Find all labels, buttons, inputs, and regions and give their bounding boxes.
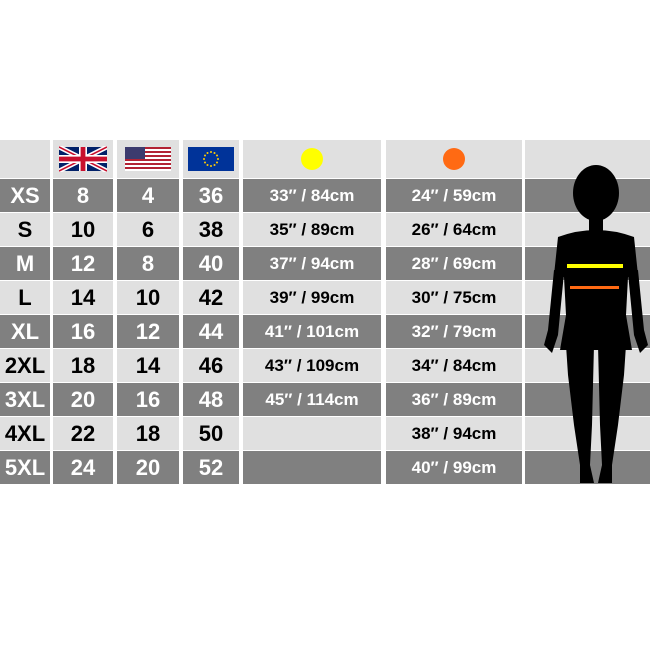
eu-size: 42 (183, 281, 239, 314)
bust-measurement: 45″ / 114cm (243, 383, 381, 416)
header-row (0, 140, 650, 178)
us-flag-icon (117, 140, 179, 178)
size-label: 4XL (0, 417, 50, 450)
waist-measurement: 38″ / 94cm (386, 417, 522, 450)
size-label: S (0, 213, 50, 246)
waist-measurement: 26″ / 64cm (386, 213, 522, 246)
uk-size: 24 (53, 451, 113, 484)
size-label: 5XL (0, 451, 50, 484)
bust-dot-icon (301, 148, 323, 170)
table-row: M 12 8 40 37″ / 94cm 28″ / 69cm (0, 247, 650, 280)
eu-flag-icon (183, 140, 239, 178)
us-size: 18 (117, 417, 179, 450)
waist-measurement: 30″ / 75cm (386, 281, 522, 314)
us-size: 10 (117, 281, 179, 314)
us-size: 8 (117, 247, 179, 280)
table-row: XS 8 4 36 33″ / 84cm 24″ / 59cm (0, 179, 650, 212)
uk-size: 16 (53, 315, 113, 348)
size-label: L (0, 281, 50, 314)
size-label: XL (0, 315, 50, 348)
bust-measurement: 37″ / 94cm (243, 247, 381, 280)
bust-measurement: 35″ / 89cm (243, 213, 381, 246)
uk-size: 10 (53, 213, 113, 246)
bust-measurement: 39″ / 99cm (243, 281, 381, 314)
waist-column-header (386, 140, 522, 178)
size-label: XS (0, 179, 50, 212)
eu-size: 48 (183, 383, 239, 416)
eu-size: 44 (183, 315, 239, 348)
bust-column-header (243, 140, 381, 178)
table-row: S 10 6 38 35″ / 89cm 26″ / 64cm (0, 213, 650, 246)
bust-measurement (243, 451, 381, 484)
uk-size: 22 (53, 417, 113, 450)
waist-measurement: 36″ / 89cm (386, 383, 522, 416)
us-size: 4 (117, 179, 179, 212)
waist-line (570, 286, 619, 289)
bust-measurement: 33″ / 84cm (243, 179, 381, 212)
eu-size: 38 (183, 213, 239, 246)
table-row: 3XL 20 16 48 45″ / 114cm 36″ / 89cm (0, 383, 650, 416)
waist-measurement: 40″ / 99cm (386, 451, 522, 484)
us-size: 20 (117, 451, 179, 484)
eu-size: 52 (183, 451, 239, 484)
header-blank (0, 140, 50, 178)
uk-size: 14 (53, 281, 113, 314)
bust-measurement: 43″ / 109cm (243, 349, 381, 382)
size-label: 3XL (0, 383, 50, 416)
us-size: 12 (117, 315, 179, 348)
female-silhouette-icon (544, 165, 648, 483)
table-row: 2XL 18 14 46 43″ / 109cm 34″ / 84cm (0, 349, 650, 382)
table-row: XL 16 12 44 41″ / 101cm 32″ / 79cm (0, 315, 650, 348)
eu-size: 36 (183, 179, 239, 212)
waist-measurement: 32″ / 79cm (386, 315, 522, 348)
waist-measurement: 24″ / 59cm (386, 179, 522, 212)
eu-size: 46 (183, 349, 239, 382)
uk-size: 20 (53, 383, 113, 416)
uk-size: 8 (53, 179, 113, 212)
uk-size: 12 (53, 247, 113, 280)
uk-size: 18 (53, 349, 113, 382)
us-size: 14 (117, 349, 179, 382)
bust-measurement: 41″ / 101cm (243, 315, 381, 348)
waist-measurement: 28″ / 69cm (386, 247, 522, 280)
us-size: 6 (117, 213, 179, 246)
us-size: 16 (117, 383, 179, 416)
size-label: M (0, 247, 50, 280)
eu-size: 50 (183, 417, 239, 450)
waist-dot-icon (443, 148, 465, 170)
bust-line (567, 264, 623, 268)
eu-size: 40 (183, 247, 239, 280)
size-label: 2XL (0, 349, 50, 382)
bust-measurement (243, 417, 381, 450)
uk-flag-icon (53, 140, 113, 178)
waist-measurement: 34″ / 84cm (386, 349, 522, 382)
